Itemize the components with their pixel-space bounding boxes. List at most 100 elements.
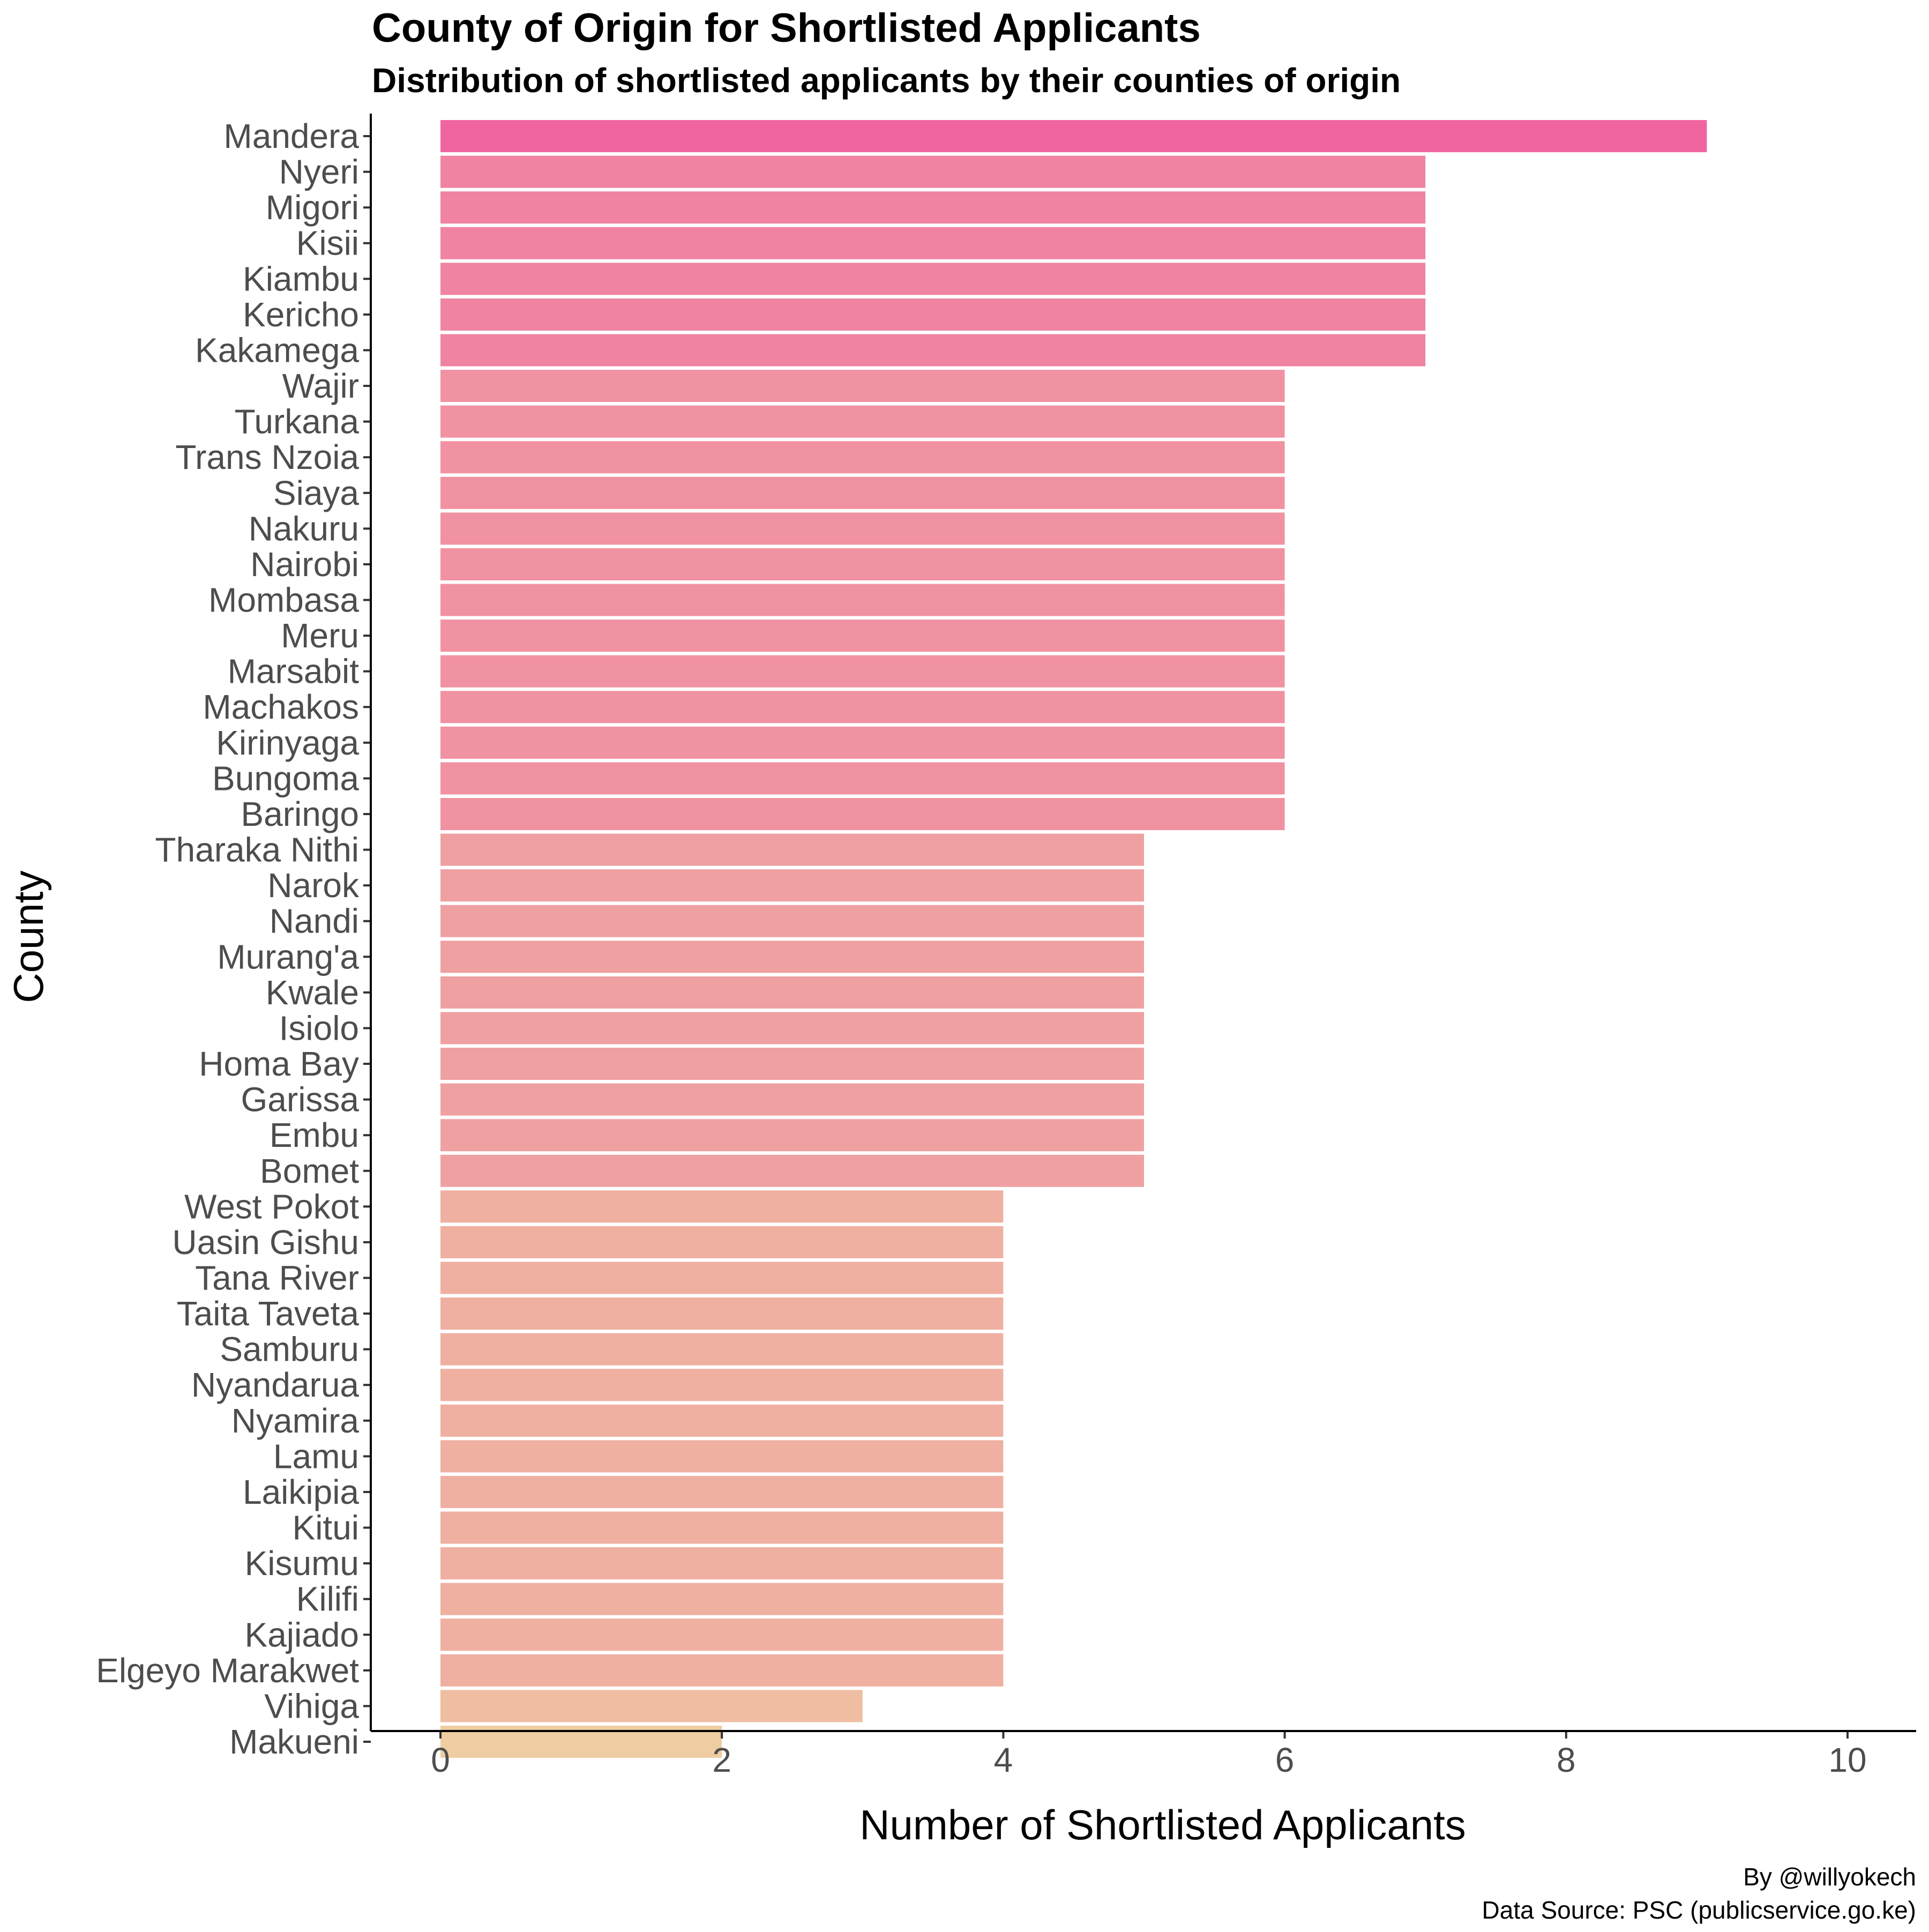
bars <box>440 120 1707 1758</box>
bar-migori <box>440 191 1426 224</box>
bar-mandera <box>440 120 1707 152</box>
x-tick-label: 6 <box>1275 1741 1295 1779</box>
y-tick-label: Tana River <box>195 1258 359 1297</box>
bar-narok <box>440 869 1144 902</box>
bar-samburu <box>440 1333 1004 1366</box>
bar-turkana <box>440 405 1285 438</box>
bar-kisii <box>440 227 1426 259</box>
x-tick-label: 8 <box>1557 1741 1576 1779</box>
bar-homa-bay <box>440 1048 1144 1080</box>
chart-subtitle: Distribution of shortlisted applicants b… <box>372 61 1401 100</box>
bar-marsabit <box>440 655 1285 688</box>
y-tick-label: Kitui <box>293 1509 360 1547</box>
y-tick-label: Homa Bay <box>199 1045 359 1083</box>
y-tick-label: Mombasa <box>208 581 359 620</box>
y-tick-label: Kericho <box>243 295 359 334</box>
y-tick-label: Kilifi <box>296 1580 359 1618</box>
bar-nandi <box>440 905 1144 937</box>
bar-garissa <box>440 1083 1144 1116</box>
bar-nakuru <box>440 512 1285 545</box>
y-tick-label: Meru <box>281 616 359 655</box>
y-tick-label: Elgeyo Marakwet <box>96 1651 359 1690</box>
y-tick-label: Migori <box>266 188 359 227</box>
y-tick-label: Siaya <box>273 474 360 512</box>
bar-bomet <box>440 1154 1144 1187</box>
x-tick-label: 4 <box>994 1741 1013 1779</box>
y-tick-label: Samburu <box>220 1330 359 1369</box>
y-tick-label: Embu <box>270 1116 359 1154</box>
y-tick-label: Kajiado <box>245 1615 360 1654</box>
y-tick-label: Kiambu <box>243 259 359 298</box>
y-axis-ticks: ManderaNyeriMigoriKisiiKiambuKerichoKaka… <box>96 117 371 1761</box>
y-tick-label: Kakamega <box>195 331 359 369</box>
y-tick-label: Kwale <box>266 973 359 1012</box>
caption-source: Data Source: PSC (publicservice.go.ke) <box>1482 1896 1916 1924</box>
bar-kiambu <box>440 263 1426 295</box>
y-axis-title: County <box>5 870 52 1003</box>
x-tick-label: 0 <box>431 1741 450 1779</box>
y-tick-label: Laikipia <box>243 1473 359 1511</box>
bar-embu <box>440 1119 1144 1152</box>
y-tick-label: Machakos <box>203 688 359 726</box>
x-tick-label: 10 <box>1828 1741 1866 1779</box>
bar-nyandarua <box>440 1369 1004 1401</box>
bar-west-pokot <box>440 1190 1004 1223</box>
x-axis-title: Number of Shortlisted Applicants <box>859 1801 1466 1848</box>
y-tick-label: Trans Nzoia <box>175 438 359 476</box>
bar-lamu <box>440 1440 1004 1473</box>
y-tick-label: Murang'a <box>217 937 359 976</box>
chart-title: County of Origin for Shortlisted Applica… <box>372 5 1201 51</box>
y-tick-label: Taita Taveta <box>177 1294 360 1333</box>
y-tick-label: Lamu <box>273 1437 359 1475</box>
y-tick-label: Narok <box>267 866 360 905</box>
bar-kajiado <box>440 1618 1004 1651</box>
y-tick-label: Nyamira <box>231 1401 360 1440</box>
y-tick-label: Kisii <box>296 224 359 263</box>
bar-taita-taveta <box>440 1297 1004 1330</box>
bar-vihiga <box>440 1690 863 1722</box>
y-tick-label: Nairobi <box>250 545 359 584</box>
bar-tana-river <box>440 1262 1004 1294</box>
bar-meru <box>440 620 1285 652</box>
bar-uasin-gishu <box>440 1226 1004 1258</box>
y-tick-label: Vihiga <box>264 1687 359 1725</box>
bar-siaya <box>440 476 1285 509</box>
y-tick-label: Nandi <box>270 902 359 941</box>
bar-laikipia <box>440 1475 1004 1508</box>
bar-kirinyaga <box>440 726 1285 759</box>
bar-kitui <box>440 1511 1004 1544</box>
bar-kericho <box>440 298 1426 331</box>
bar-mombasa <box>440 584 1285 616</box>
bar-nyamira <box>440 1404 1004 1437</box>
y-tick-label: Mandera <box>223 117 359 155</box>
y-tick-label: West Pokot <box>184 1187 359 1226</box>
bar-machakos <box>440 691 1285 723</box>
bar-isiolo <box>440 1012 1144 1045</box>
bar-nairobi <box>440 548 1285 580</box>
y-tick-label: Bomet <box>260 1152 359 1190</box>
bar-elgeyo-marakwet <box>440 1654 1004 1687</box>
y-tick-label: Turkana <box>235 402 360 441</box>
y-tick-label: Nyandarua <box>191 1366 360 1404</box>
x-axis-ticks: 0 2 4 6 8 10 <box>431 1731 1867 1779</box>
y-tick-label: Kisumu <box>245 1544 359 1583</box>
bar-kilifi <box>440 1583 1004 1615</box>
y-tick-label: Marsabit <box>228 652 360 691</box>
bar-kakamega <box>440 334 1426 367</box>
y-tick-label: Kirinyaga <box>216 723 359 762</box>
y-tick-label: Nakuru <box>249 509 359 548</box>
caption-author: By @willyokech <box>1743 1863 1916 1891</box>
bar-trans-nzoia <box>440 441 1285 474</box>
y-tick-label: Isiolo <box>279 1009 359 1047</box>
bar-tharaka-nithi <box>440 833 1144 866</box>
y-tick-label: Nyeri <box>279 153 359 191</box>
y-tick-label: Wajir <box>282 367 359 405</box>
bar-kwale <box>440 976 1144 1009</box>
bar-nyeri <box>440 155 1426 188</box>
y-tick-label: Bungoma <box>212 759 359 797</box>
bar-baringo <box>440 797 1285 830</box>
y-tick-label: Uasin Gishu <box>172 1223 359 1262</box>
bar-wajir <box>440 370 1285 402</box>
y-tick-label: Garissa <box>241 1080 360 1119</box>
